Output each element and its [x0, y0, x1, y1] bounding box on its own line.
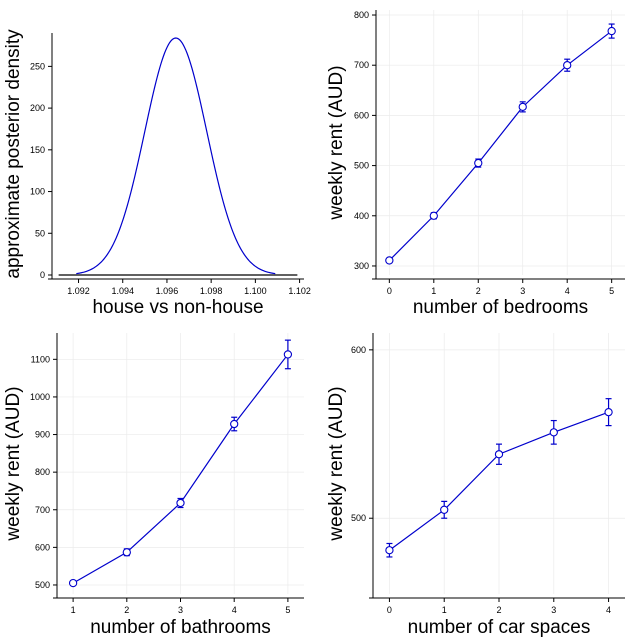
- y-tick-label: 250: [30, 61, 45, 71]
- x-axis-title: number of bathrooms: [90, 617, 271, 638]
- chart-panel-top-right: 0 1 2 3 4 5 300 400 500 600 700 800 number of bedroo…: [326, 10, 625, 318]
- y-tick-label: 600: [35, 542, 50, 552]
- x-tick-label: 1.098: [200, 286, 223, 296]
- x-tick-label: 1: [442, 605, 447, 615]
- data-point: [68, 578, 78, 588]
- y-axis-title: weekly rent (AUD): [326, 65, 347, 220]
- x-tick-label: 0: [387, 286, 392, 296]
- data-point: [549, 428, 558, 437]
- y-axis-title: weekly rent (AUD): [326, 386, 347, 541]
- x-tick-label: 2: [476, 286, 481, 296]
- y-tick-label: 500: [35, 580, 50, 590]
- y-tick-label: 1100: [31, 354, 50, 364]
- y-tick-label: 800: [354, 10, 369, 20]
- grid-lines: [57, 333, 304, 594]
- data-point: [474, 158, 483, 168]
- y-axis-title: approximate posterior density: [3, 29, 24, 279]
- x-tick-label: 1: [71, 605, 76, 615]
- data-point: [122, 548, 131, 557]
- y-tick-label: 50: [35, 228, 45, 238]
- data-point: [518, 102, 527, 112]
- y-tick-label: 900: [35, 430, 50, 440]
- x-tick-label: 2: [124, 605, 129, 615]
- y-tick-label: 600: [354, 110, 369, 120]
- chart-panel-bottom-left: 1 2 3 4 5 500 600 700 800 900 1000 1100 number of ba…: [3, 333, 304, 638]
- x-tick-label: 5: [609, 286, 614, 296]
- x-tick-label: 3: [520, 286, 525, 296]
- density-curve: [76, 37, 276, 275]
- y-tick-label: 200: [30, 103, 45, 113]
- x-tick-label: 3: [178, 605, 183, 615]
- data-point: [607, 26, 616, 36]
- y-tick-label: 100: [30, 187, 45, 197]
- x-tick-label: 1.092: [67, 286, 90, 296]
- x-tick-label: 1: [431, 286, 436, 296]
- y-tick-label: 300: [354, 261, 369, 271]
- y-tick-label: 1000: [30, 392, 50, 402]
- x-tick-label: 1.102: [288, 286, 311, 296]
- x-axis-title: house vs non-house: [92, 297, 263, 318]
- data-point: [494, 450, 504, 459]
- chart-panel-top-left: 1.092 1.094 1.096 1.098 1.100 1.102 0 50 100 150 2…: [3, 29, 311, 318]
- y-tick-label: 700: [35, 505, 50, 515]
- data-point: [283, 350, 293, 359]
- y-tick-label: 150: [30, 145, 45, 155]
- chart-panel-bottom-right: 0 1 2 3 4 500 600 number of car spaces weekly re…: [326, 333, 625, 638]
- x-tick-label: 5: [285, 605, 290, 615]
- y-axis-title: weekly rent (AUD): [3, 386, 24, 541]
- data-point: [563, 61, 572, 70]
- grid-lines: [376, 10, 625, 275]
- x-tick-label: 4: [565, 286, 570, 296]
- y-tick-label: 0: [40, 270, 45, 280]
- y-tick-label: 600: [351, 345, 366, 355]
- x-tick-label: 1.100: [244, 286, 267, 296]
- x-tick-label: 1.094: [111, 286, 134, 296]
- data-point: [604, 407, 613, 417]
- data-point: [176, 498, 185, 508]
- x-tick-label: 2: [496, 605, 501, 615]
- y-tick-label: 800: [35, 467, 50, 477]
- series-line: [388, 30, 613, 261]
- x-axis-title: number of bedrooms: [413, 297, 588, 318]
- x-axis-title: number of car spaces: [408, 617, 591, 638]
- x-tick-label: 1.096: [156, 286, 179, 296]
- data-point: [230, 419, 239, 429]
- data-point: [429, 211, 438, 220]
- x-tick-label: 4: [232, 605, 237, 615]
- x-tick-label: 0: [387, 605, 392, 615]
- y-tick-label: 500: [351, 513, 366, 523]
- y-tick-label: 500: [354, 161, 369, 171]
- data-point: [440, 505, 449, 514]
- data-point: [385, 256, 394, 265]
- x-tick-label: 3: [551, 605, 556, 615]
- x-tick-label: 4: [606, 605, 611, 615]
- y-tick-label: 400: [354, 211, 369, 221]
- y-tick-label: 700: [354, 60, 369, 70]
- data-point: [385, 546, 394, 555]
